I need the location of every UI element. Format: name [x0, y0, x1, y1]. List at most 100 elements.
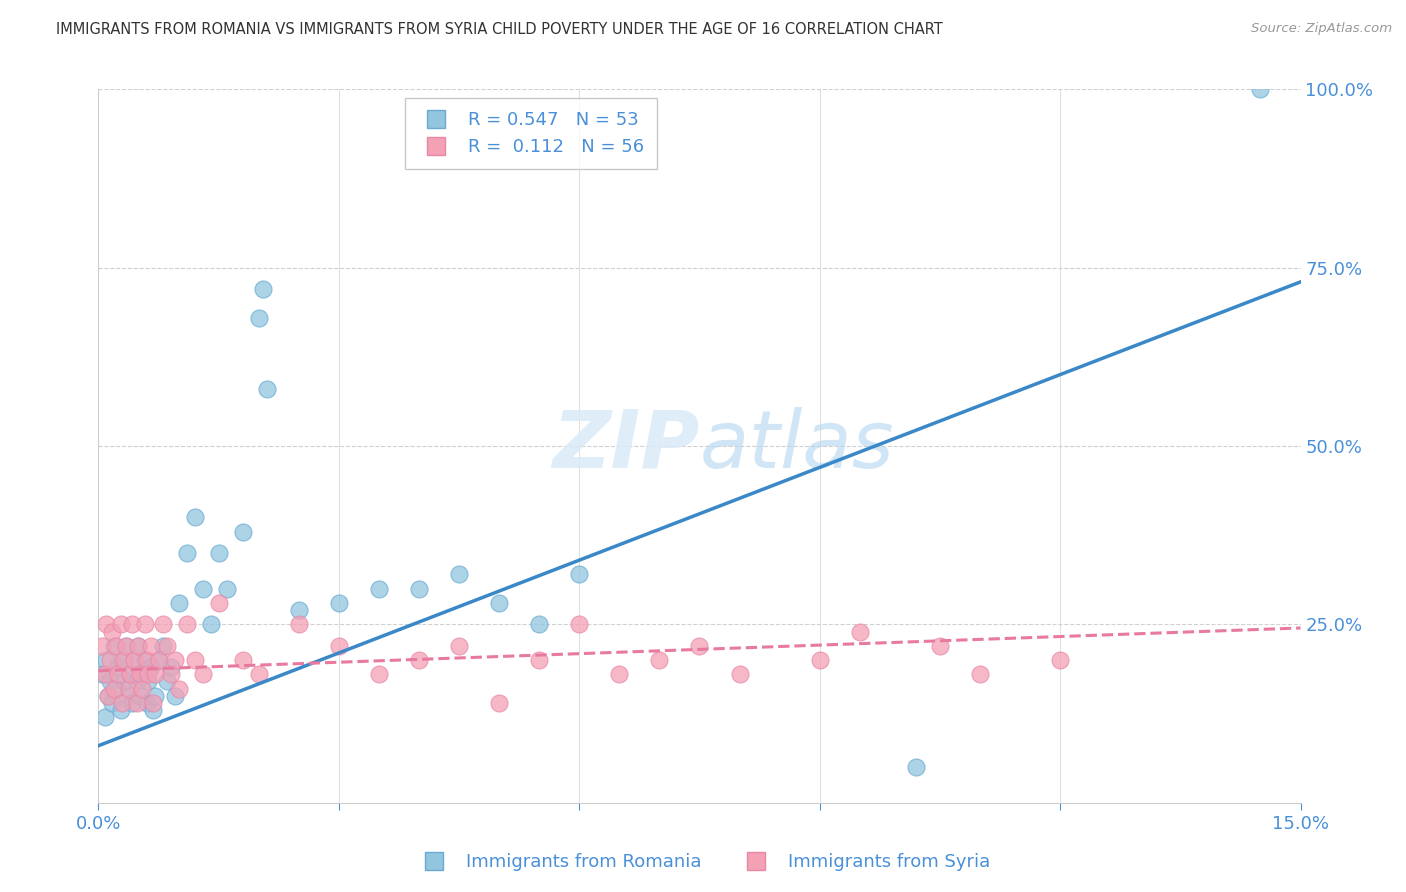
- Point: [148, 653, 170, 667]
- Point: [121, 617, 143, 632]
- Point: [568, 617, 591, 632]
- Legend: Immigrants from Romania, Immigrants from Syria: Immigrants from Romania, Immigrants from…: [408, 847, 998, 879]
- Legend: R = 0.547   N = 53, R =  0.112   N = 56: R = 0.547 N = 53, R = 0.112 N = 56: [405, 98, 657, 169]
- Point: [101, 696, 124, 710]
- Point: [135, 653, 157, 667]
- Point: [139, 639, 162, 653]
- Point: [121, 696, 143, 710]
- Point: [689, 639, 711, 653]
- Point: [96, 653, 118, 667]
- Point: [488, 596, 510, 610]
- Point: [176, 546, 198, 560]
- Point: [152, 617, 174, 632]
- Point: [107, 667, 129, 681]
- Point: [112, 653, 135, 667]
- Point: [728, 667, 751, 681]
- Point: [256, 382, 278, 396]
- Point: [167, 681, 190, 696]
- Point: [120, 667, 142, 681]
- Point: [129, 667, 152, 681]
- Point: [97, 689, 120, 703]
- Text: Source: ZipAtlas.com: Source: ZipAtlas.com: [1251, 22, 1392, 36]
- Point: [129, 689, 152, 703]
- Point: [183, 510, 205, 524]
- Point: [91, 667, 114, 681]
- Point: [183, 653, 205, 667]
- Point: [110, 617, 132, 632]
- Point: [111, 653, 134, 667]
- Point: [163, 653, 186, 667]
- Point: [288, 617, 311, 632]
- Point: [105, 681, 128, 696]
- Point: [328, 596, 350, 610]
- Point: [128, 639, 150, 653]
- Point: [142, 703, 165, 717]
- Point: [328, 639, 350, 653]
- Point: [208, 546, 231, 560]
- Point: [112, 674, 135, 689]
- Point: [120, 667, 142, 681]
- Point: [247, 667, 270, 681]
- Point: [288, 603, 311, 617]
- Point: [215, 582, 238, 596]
- Point: [107, 660, 129, 674]
- Point: [904, 760, 927, 774]
- Point: [155, 674, 177, 689]
- Point: [111, 696, 134, 710]
- Point: [849, 624, 872, 639]
- Point: [139, 660, 162, 674]
- Point: [648, 653, 671, 667]
- Point: [94, 667, 117, 681]
- Point: [101, 624, 124, 639]
- Point: [208, 596, 231, 610]
- Point: [100, 674, 122, 689]
- Text: atlas: atlas: [700, 407, 894, 485]
- Point: [115, 639, 138, 653]
- Point: [163, 689, 186, 703]
- Point: [529, 653, 551, 667]
- Point: [232, 653, 254, 667]
- Point: [91, 639, 114, 653]
- Point: [97, 689, 120, 703]
- Point: [808, 653, 831, 667]
- Point: [124, 653, 146, 667]
- Point: [148, 653, 170, 667]
- Point: [134, 617, 156, 632]
- Point: [96, 617, 118, 632]
- Point: [159, 660, 181, 674]
- Point: [167, 596, 190, 610]
- Point: [1250, 82, 1272, 96]
- Point: [929, 639, 952, 653]
- Point: [143, 689, 166, 703]
- Point: [103, 681, 125, 696]
- Point: [529, 617, 551, 632]
- Point: [152, 639, 174, 653]
- Point: [252, 282, 274, 296]
- Point: [115, 639, 138, 653]
- Point: [488, 696, 510, 710]
- Point: [105, 639, 128, 653]
- Point: [368, 582, 391, 596]
- Point: [100, 653, 122, 667]
- Point: [142, 696, 165, 710]
- Point: [125, 696, 148, 710]
- Point: [124, 653, 146, 667]
- Point: [103, 639, 125, 653]
- Point: [136, 667, 159, 681]
- Point: [155, 639, 177, 653]
- Point: [134, 653, 156, 667]
- Point: [368, 667, 391, 681]
- Point: [1049, 653, 1071, 667]
- Point: [135, 696, 157, 710]
- Point: [118, 689, 141, 703]
- Point: [125, 674, 148, 689]
- Point: [447, 567, 470, 582]
- Point: [609, 667, 631, 681]
- Point: [447, 639, 470, 653]
- Point: [191, 667, 214, 681]
- Point: [247, 310, 270, 325]
- Point: [568, 567, 591, 582]
- Point: [232, 524, 254, 539]
- Text: IMMIGRANTS FROM ROMANIA VS IMMIGRANTS FROM SYRIA CHILD POVERTY UNDER THE AGE OF : IMMIGRANTS FROM ROMANIA VS IMMIGRANTS FR…: [56, 22, 943, 37]
- Point: [176, 617, 198, 632]
